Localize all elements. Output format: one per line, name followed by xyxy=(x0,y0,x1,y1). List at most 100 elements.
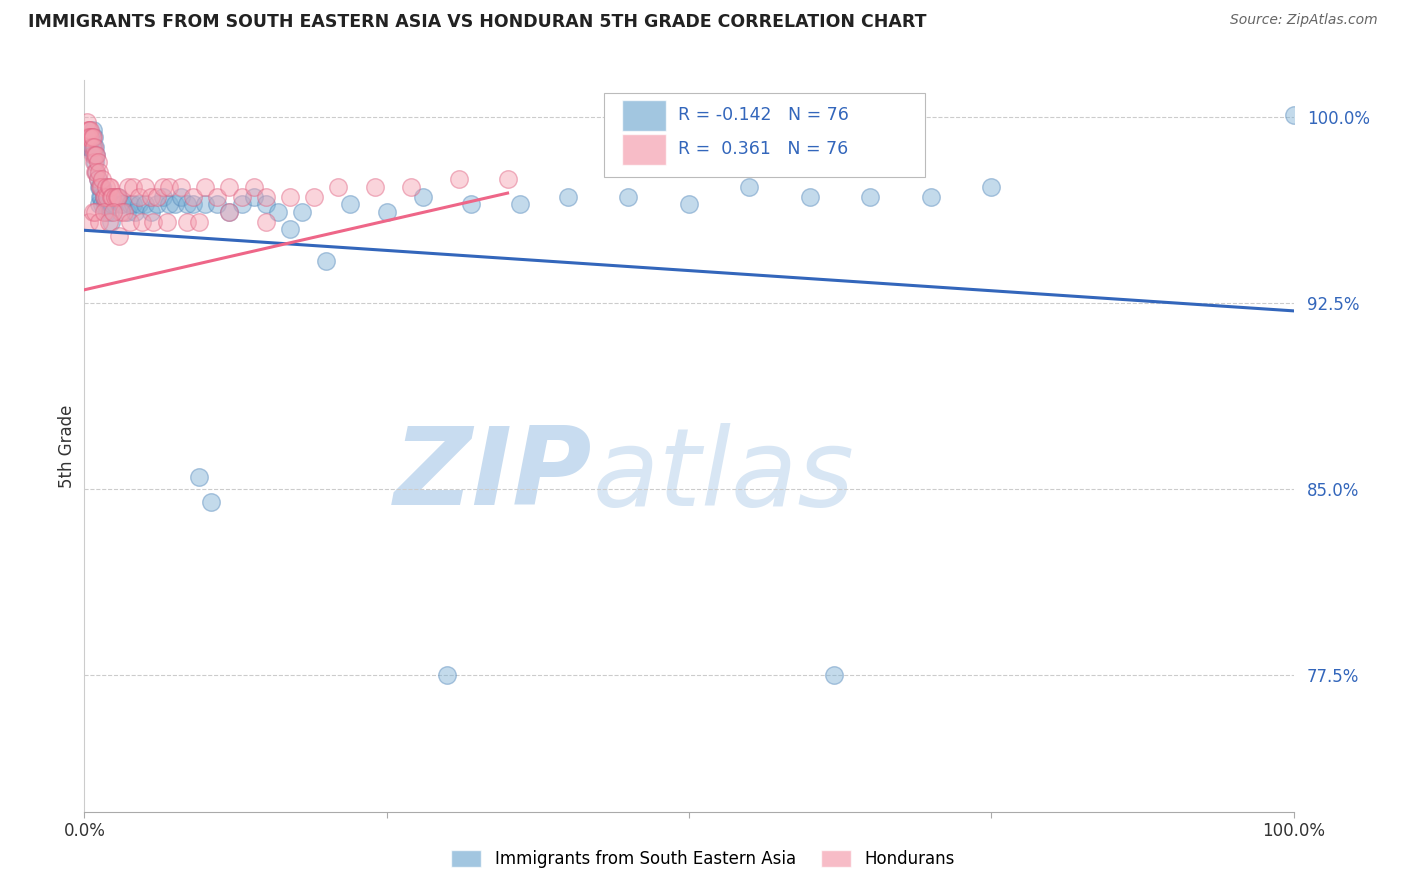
Point xyxy=(617,190,640,204)
Point xyxy=(76,130,98,145)
Point xyxy=(412,190,434,204)
Point xyxy=(436,668,458,682)
Point xyxy=(82,140,104,154)
Point xyxy=(139,204,162,219)
Point xyxy=(176,214,198,228)
Point xyxy=(79,123,101,137)
Point xyxy=(509,197,531,211)
Point xyxy=(87,214,110,228)
Point xyxy=(100,190,122,204)
Point xyxy=(79,140,101,154)
Text: ZIP: ZIP xyxy=(394,422,592,528)
Point xyxy=(98,204,121,219)
Y-axis label: 5th Grade: 5th Grade xyxy=(58,404,76,488)
Point xyxy=(86,172,108,186)
Point xyxy=(557,190,579,204)
Point xyxy=(101,197,124,211)
Point xyxy=(93,190,115,204)
Point xyxy=(157,197,180,211)
Point xyxy=(100,214,122,228)
Point xyxy=(108,229,131,244)
Point xyxy=(131,214,153,228)
Point xyxy=(112,197,135,211)
Point xyxy=(112,204,135,219)
Point xyxy=(77,130,100,145)
Point xyxy=(242,180,264,194)
Point xyxy=(267,204,290,219)
Point xyxy=(94,197,117,211)
Point xyxy=(170,180,193,194)
Text: IMMIGRANTS FROM SOUTH EASTERN ASIA VS HONDURAN 5TH GRADE CORRELATION CHART: IMMIGRANTS FROM SOUTH EASTERN ASIA VS HO… xyxy=(28,13,927,31)
Point xyxy=(124,204,146,219)
Point xyxy=(134,180,156,194)
Point xyxy=(97,190,120,204)
Point xyxy=(302,190,325,204)
Point xyxy=(98,180,121,194)
Point xyxy=(146,197,169,211)
Point xyxy=(77,214,100,228)
Point xyxy=(207,197,229,211)
Point xyxy=(83,140,105,154)
Point xyxy=(89,180,111,194)
Point xyxy=(110,204,132,219)
Text: R = -0.142   N = 76: R = -0.142 N = 76 xyxy=(678,105,849,124)
Point xyxy=(181,197,204,211)
Point xyxy=(254,190,277,204)
Point xyxy=(375,204,398,219)
Point xyxy=(86,165,108,179)
Point xyxy=(980,180,1002,194)
Point xyxy=(82,204,104,219)
Point xyxy=(86,165,108,179)
Point xyxy=(87,180,110,194)
Point xyxy=(1282,108,1305,122)
FancyBboxPatch shape xyxy=(623,135,666,165)
Point xyxy=(97,214,120,228)
Point xyxy=(90,190,112,204)
Point xyxy=(188,470,211,484)
Point xyxy=(104,190,127,204)
Point xyxy=(83,155,105,169)
Point xyxy=(194,197,217,211)
Point xyxy=(77,123,100,137)
Point xyxy=(121,180,143,194)
Point xyxy=(91,172,114,186)
Point xyxy=(77,140,100,154)
Point xyxy=(86,155,108,169)
Point xyxy=(120,214,142,228)
Point xyxy=(107,190,129,204)
Point xyxy=(84,204,107,219)
Point xyxy=(170,190,193,204)
Point xyxy=(218,204,240,219)
Point xyxy=(82,130,104,145)
Point xyxy=(103,204,125,219)
Point xyxy=(460,197,482,211)
Point xyxy=(84,147,107,161)
Point xyxy=(105,190,128,204)
Point xyxy=(82,123,104,137)
Text: atlas: atlas xyxy=(592,423,853,528)
Point xyxy=(77,140,100,154)
Point xyxy=(231,190,253,204)
Point xyxy=(399,180,422,194)
Point xyxy=(152,180,174,194)
Point xyxy=(91,197,114,211)
Point xyxy=(155,214,177,228)
Point xyxy=(84,140,107,154)
Point xyxy=(93,190,115,204)
Point xyxy=(254,197,277,211)
Point xyxy=(678,197,700,211)
Point xyxy=(97,180,120,194)
Point xyxy=(181,190,204,204)
Point xyxy=(83,147,105,161)
Point xyxy=(134,197,156,211)
Point xyxy=(107,190,129,204)
Point xyxy=(82,147,104,161)
Point xyxy=(859,190,882,204)
Point xyxy=(80,130,103,145)
Point xyxy=(799,190,821,204)
Point xyxy=(207,190,229,204)
Point xyxy=(121,197,143,211)
Point xyxy=(120,197,142,211)
Point xyxy=(242,190,264,204)
Point xyxy=(115,204,138,219)
